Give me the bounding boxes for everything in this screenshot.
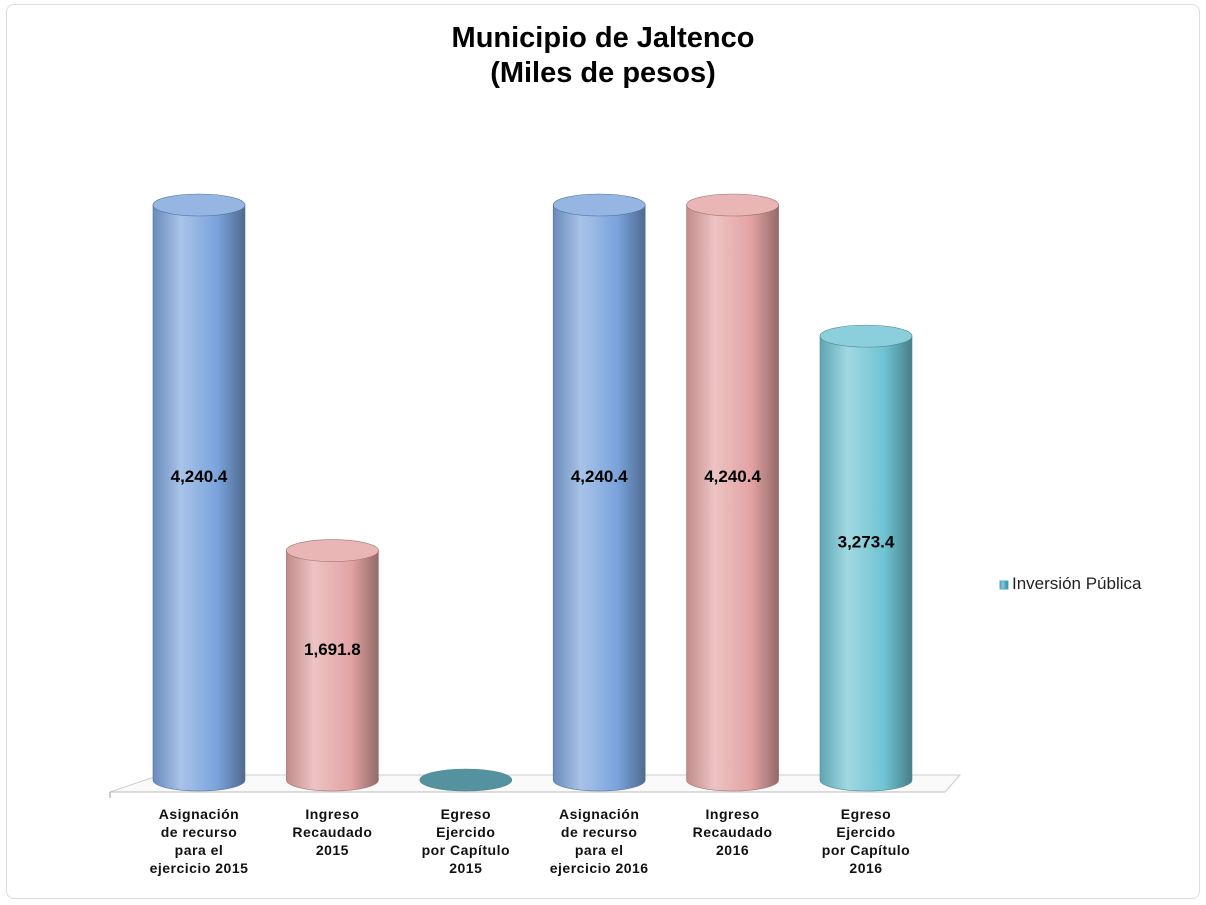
value-label: 3,273.4: [838, 533, 895, 552]
x-tick-label: Ingreso Recaudado 2016: [692, 806, 773, 858]
value-label: 4,240.4: [171, 467, 228, 486]
bar-top: [286, 539, 379, 562]
bar-top: [686, 193, 779, 217]
bar: [152, 204, 246, 792]
bar: [686, 204, 779, 792]
chart-subtitle: (Miles de pesos): [490, 57, 716, 89]
bar: [286, 550, 379, 792]
bar-top: [819, 324, 913, 348]
legend-label: Inversión Pública: [1012, 574, 1142, 593]
x-tick-label: Asignación de recurso para el ejercicio …: [149, 806, 249, 876]
chart-title: Municipio de Jaltenco: [451, 22, 755, 54]
bar: [552, 204, 646, 792]
x-tick-label: Asignación de recurso para el ejercicio …: [549, 806, 649, 876]
x-tick-label: Ingreso Recaudado 2015: [292, 806, 373, 858]
legend-swatch: [999, 580, 1009, 590]
frame: [6, 4, 1200, 899]
bar-top: [552, 193, 646, 217]
value-label: 1,691.8: [304, 640, 361, 659]
bar-top: [152, 193, 246, 217]
bar-top: [419, 768, 513, 792]
x-tick-label: Egreso Ejercido por Capítulo 2016: [821, 806, 911, 876]
value-label: 4,240.4: [704, 467, 761, 486]
x-tick-label: Egreso Ejercido por Capítulo 2015: [421, 806, 511, 876]
value-label: 4,240.4: [571, 467, 628, 486]
bar: [819, 335, 913, 792]
